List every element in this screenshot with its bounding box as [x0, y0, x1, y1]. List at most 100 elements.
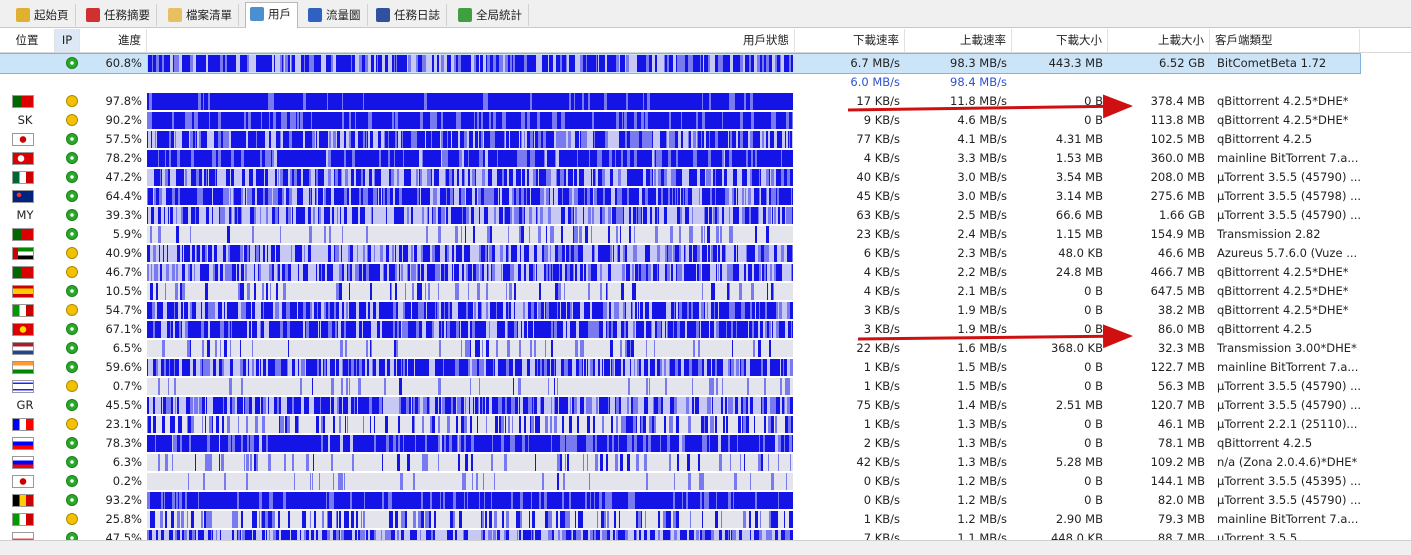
progress-map	[147, 226, 793, 243]
peer-row[interactable]: 0.7% 1 KB/s 1.5 MB/s 0 B 56.3 MB µTorrent 3.5…	[0, 377, 1360, 396]
upload-rate: 3.3 MB/s	[957, 151, 1007, 165]
progress-map	[147, 530, 793, 540]
download-size: 0 B	[1084, 303, 1103, 317]
peer-row[interactable]: 78.3% 2 KB/s 1.3 MB/s 0 B 78.1 MB qBittorrent…	[0, 434, 1360, 453]
peer-row[interactable]: SK 90.2% 9 KB/s 4.6 MB/s 0 B 113.8 MB qBittorr…	[0, 111, 1360, 130]
upload-rate: 1.5 MB/s	[957, 360, 1007, 374]
client: µTorrent 3.5.5 (45790) ...	[1217, 379, 1360, 393]
download-size: 1.53 MB	[1055, 151, 1103, 165]
location-code: MY	[16, 208, 34, 222]
flag-icon	[12, 323, 34, 336]
peer-row[interactable]: 54.7% 3 KB/s 1.9 MB/s 0 B 38.2 MB qBittorrent…	[0, 301, 1360, 320]
download-rate: 4 KB/s	[863, 284, 900, 298]
flag-icon	[12, 247, 34, 260]
upload-rate: 1.5 MB/s	[957, 379, 1007, 393]
peer-row[interactable]: 0.2% 0 KB/s 1.2 MB/s 0 B 144.1 MB µTorrent 3.…	[0, 472, 1360, 491]
download-rate: 45 KB/s	[856, 189, 900, 203]
column-title[interactable]: IP	[55, 29, 80, 52]
upload-rate: 1.9 MB/s	[957, 322, 1007, 336]
column-title[interactable]: 下載速率	[795, 29, 905, 52]
tab[interactable]: 全局統計	[454, 4, 529, 26]
peer-row[interactable]: GR 45.5% 75 KB/s 1.4 MB/s 2.51 MB 120.7 MB µTo…	[0, 396, 1360, 415]
peer-row[interactable]: 47.5% 7 KB/s 1.1 MB/s 448.0 KB 88.7 MB µTorre…	[0, 529, 1360, 540]
status-icon	[66, 285, 78, 297]
peer-row[interactable]: 25.8% 1 KB/s 1.2 MB/s 2.90 MB 79.3 MB mainlin…	[0, 510, 1360, 529]
download-rate: 6 KB/s	[863, 246, 900, 260]
tab[interactable]: 流量圖	[304, 4, 368, 26]
column-title[interactable]: 進度	[80, 29, 147, 52]
tab[interactable]: 任務日誌	[372, 4, 447, 26]
peer-row[interactable]: 47.2% 40 KB/s 3.0 MB/s 3.54 MB 208.0 MB µTorr…	[0, 168, 1360, 187]
status-icon	[66, 133, 78, 145]
tab-icon	[16, 8, 30, 22]
download-size: 0 B	[1084, 417, 1103, 431]
tab[interactable]: 用戶	[245, 2, 298, 28]
download-size: 2.90 MB	[1055, 512, 1103, 526]
upload-rate: 1.4 MB/s	[957, 398, 1007, 412]
progress: 10.5%	[105, 284, 142, 298]
column-title[interactable]: 位置	[0, 29, 55, 52]
progress: 60.8%	[105, 56, 142, 70]
client: qBittorrent 4.2.5*DHE*	[1217, 284, 1349, 298]
upload-size: 56.3 MB	[1157, 379, 1205, 393]
tab-label: 任務日誌	[394, 8, 440, 22]
peer-row[interactable]: 57.5% 77 KB/s 4.1 MB/s 4.31 MB 102.5 MB qBitt…	[0, 130, 1360, 149]
peer-row[interactable]: 5.9% 23 KB/s 2.4 MB/s 1.15 MB 154.9 MB Transm…	[0, 225, 1360, 244]
client: µTorrent 3.5.5 (45790) ...	[1217, 398, 1360, 412]
status-icon	[66, 456, 78, 468]
peer-row[interactable]: 40.9% 6 KB/s 2.3 MB/s 48.0 KB 46.6 MB Azureus…	[0, 244, 1360, 263]
upload-size: 1.66 GB	[1158, 208, 1205, 222]
upload-rate: 1.6 MB/s	[957, 341, 1007, 355]
download-rate: 77 KB/s	[856, 132, 900, 146]
peer-row[interactable]: 6.5% 22 KB/s 1.6 MB/s 368.0 KB 32.3 MB Transm…	[0, 339, 1360, 358]
progress: 78.3%	[105, 436, 142, 450]
peer-row[interactable]: 60.8% 6.7 MB/s 98.3 MB/s 443.3 MB 6.52 GB Bit…	[0, 53, 1361, 74]
download-rate: 23 KB/s	[856, 227, 900, 241]
progress-map	[147, 264, 793, 281]
column-title[interactable]: 客戶端類型	[1210, 29, 1360, 52]
peer-row[interactable]: 67.1% 3 KB/s 1.9 MB/s 0 B 86.0 MB qBittorrent…	[0, 320, 1360, 339]
upload-rate: 4.6 MB/s	[957, 113, 1007, 127]
tab[interactable]: 檔案清單	[164, 4, 239, 26]
progress: 64.4%	[105, 189, 142, 203]
peer-row[interactable]: 6.0 MB/s 98.4 MB/s	[0, 73, 1360, 92]
client: qBittorrent 4.2.5*DHE*	[1217, 113, 1349, 127]
status-icon	[66, 437, 78, 449]
flag-icon	[12, 475, 34, 488]
client: µTorrent 3.5.5 (45790) ...	[1217, 170, 1360, 184]
upload-size: 154.9 MB	[1150, 227, 1205, 241]
upload-size: 113.8 MB	[1150, 113, 1205, 127]
peer-row[interactable]: 23.1% 1 KB/s 1.3 MB/s 0 B 46.1 MB µTorrent 2.…	[0, 415, 1360, 434]
download-size: 4.31 MB	[1055, 132, 1103, 146]
progress-map	[147, 359, 793, 376]
tab[interactable]: 起始頁	[12, 4, 76, 26]
upload-size: 88.7 MB	[1157, 531, 1205, 540]
peer-row[interactable]: 46.7% 4 KB/s 2.2 MB/s 24.8 MB 466.7 MB qBitto…	[0, 263, 1360, 282]
upload-rate: 2.2 MB/s	[957, 265, 1007, 279]
tab-label: 用戶	[268, 7, 291, 21]
peer-row[interactable]: 64.4% 45 KB/s 3.0 MB/s 3.14 MB 275.6 MB µTorr…	[0, 187, 1360, 206]
peer-row[interactable]: 59.6% 1 KB/s 1.5 MB/s 0 B 122.7 MB mainline B…	[0, 358, 1360, 377]
upload-rate: 4.1 MB/s	[957, 132, 1007, 146]
peer-row[interactable]: MY 39.3% 63 KB/s 2.5 MB/s 66.6 MB 1.66 GB µTor…	[0, 206, 1360, 225]
column-title[interactable]: 下載大小	[1012, 29, 1108, 52]
client: BitCometBeta 1.72	[1217, 56, 1327, 70]
download-rate: 3 KB/s	[863, 322, 900, 336]
column-title[interactable]: 上載大小	[1108, 29, 1210, 52]
tab-label: 檔案清單	[186, 8, 232, 22]
flag-icon	[12, 437, 34, 450]
peer-row[interactable]: 10.5% 4 KB/s 2.1 MB/s 0 B 647.5 MB qBittorren…	[0, 282, 1360, 301]
peer-row[interactable]: 93.2% 0 KB/s 1.2 MB/s 0 B 82.0 MB µTorrent 3.…	[0, 491, 1360, 510]
column-title[interactable]: 用戶狀態	[147, 29, 795, 52]
peer-row[interactable]: 78.2% 4 KB/s 3.3 MB/s 1.53 MB 360.0 MB mainli…	[0, 149, 1360, 168]
column-title[interactable]: 上載速率	[905, 29, 1012, 52]
upload-rate: 3.0 MB/s	[957, 170, 1007, 184]
progress: 47.5%	[105, 531, 142, 540]
peer-row[interactable]: 97.8% 17 KB/s 11.8 MB/s 0 B 378.4 MB qBittorr…	[0, 92, 1360, 111]
download-size: 1.15 MB	[1055, 227, 1103, 241]
tab-label: 起始頁	[34, 8, 69, 22]
progress-map	[147, 131, 793, 148]
peer-row[interactable]: 6.3% 42 KB/s 1.3 MB/s 5.28 MB 109.2 MB n/a (Z…	[0, 453, 1360, 472]
tab[interactable]: 任務摘要	[82, 4, 157, 26]
